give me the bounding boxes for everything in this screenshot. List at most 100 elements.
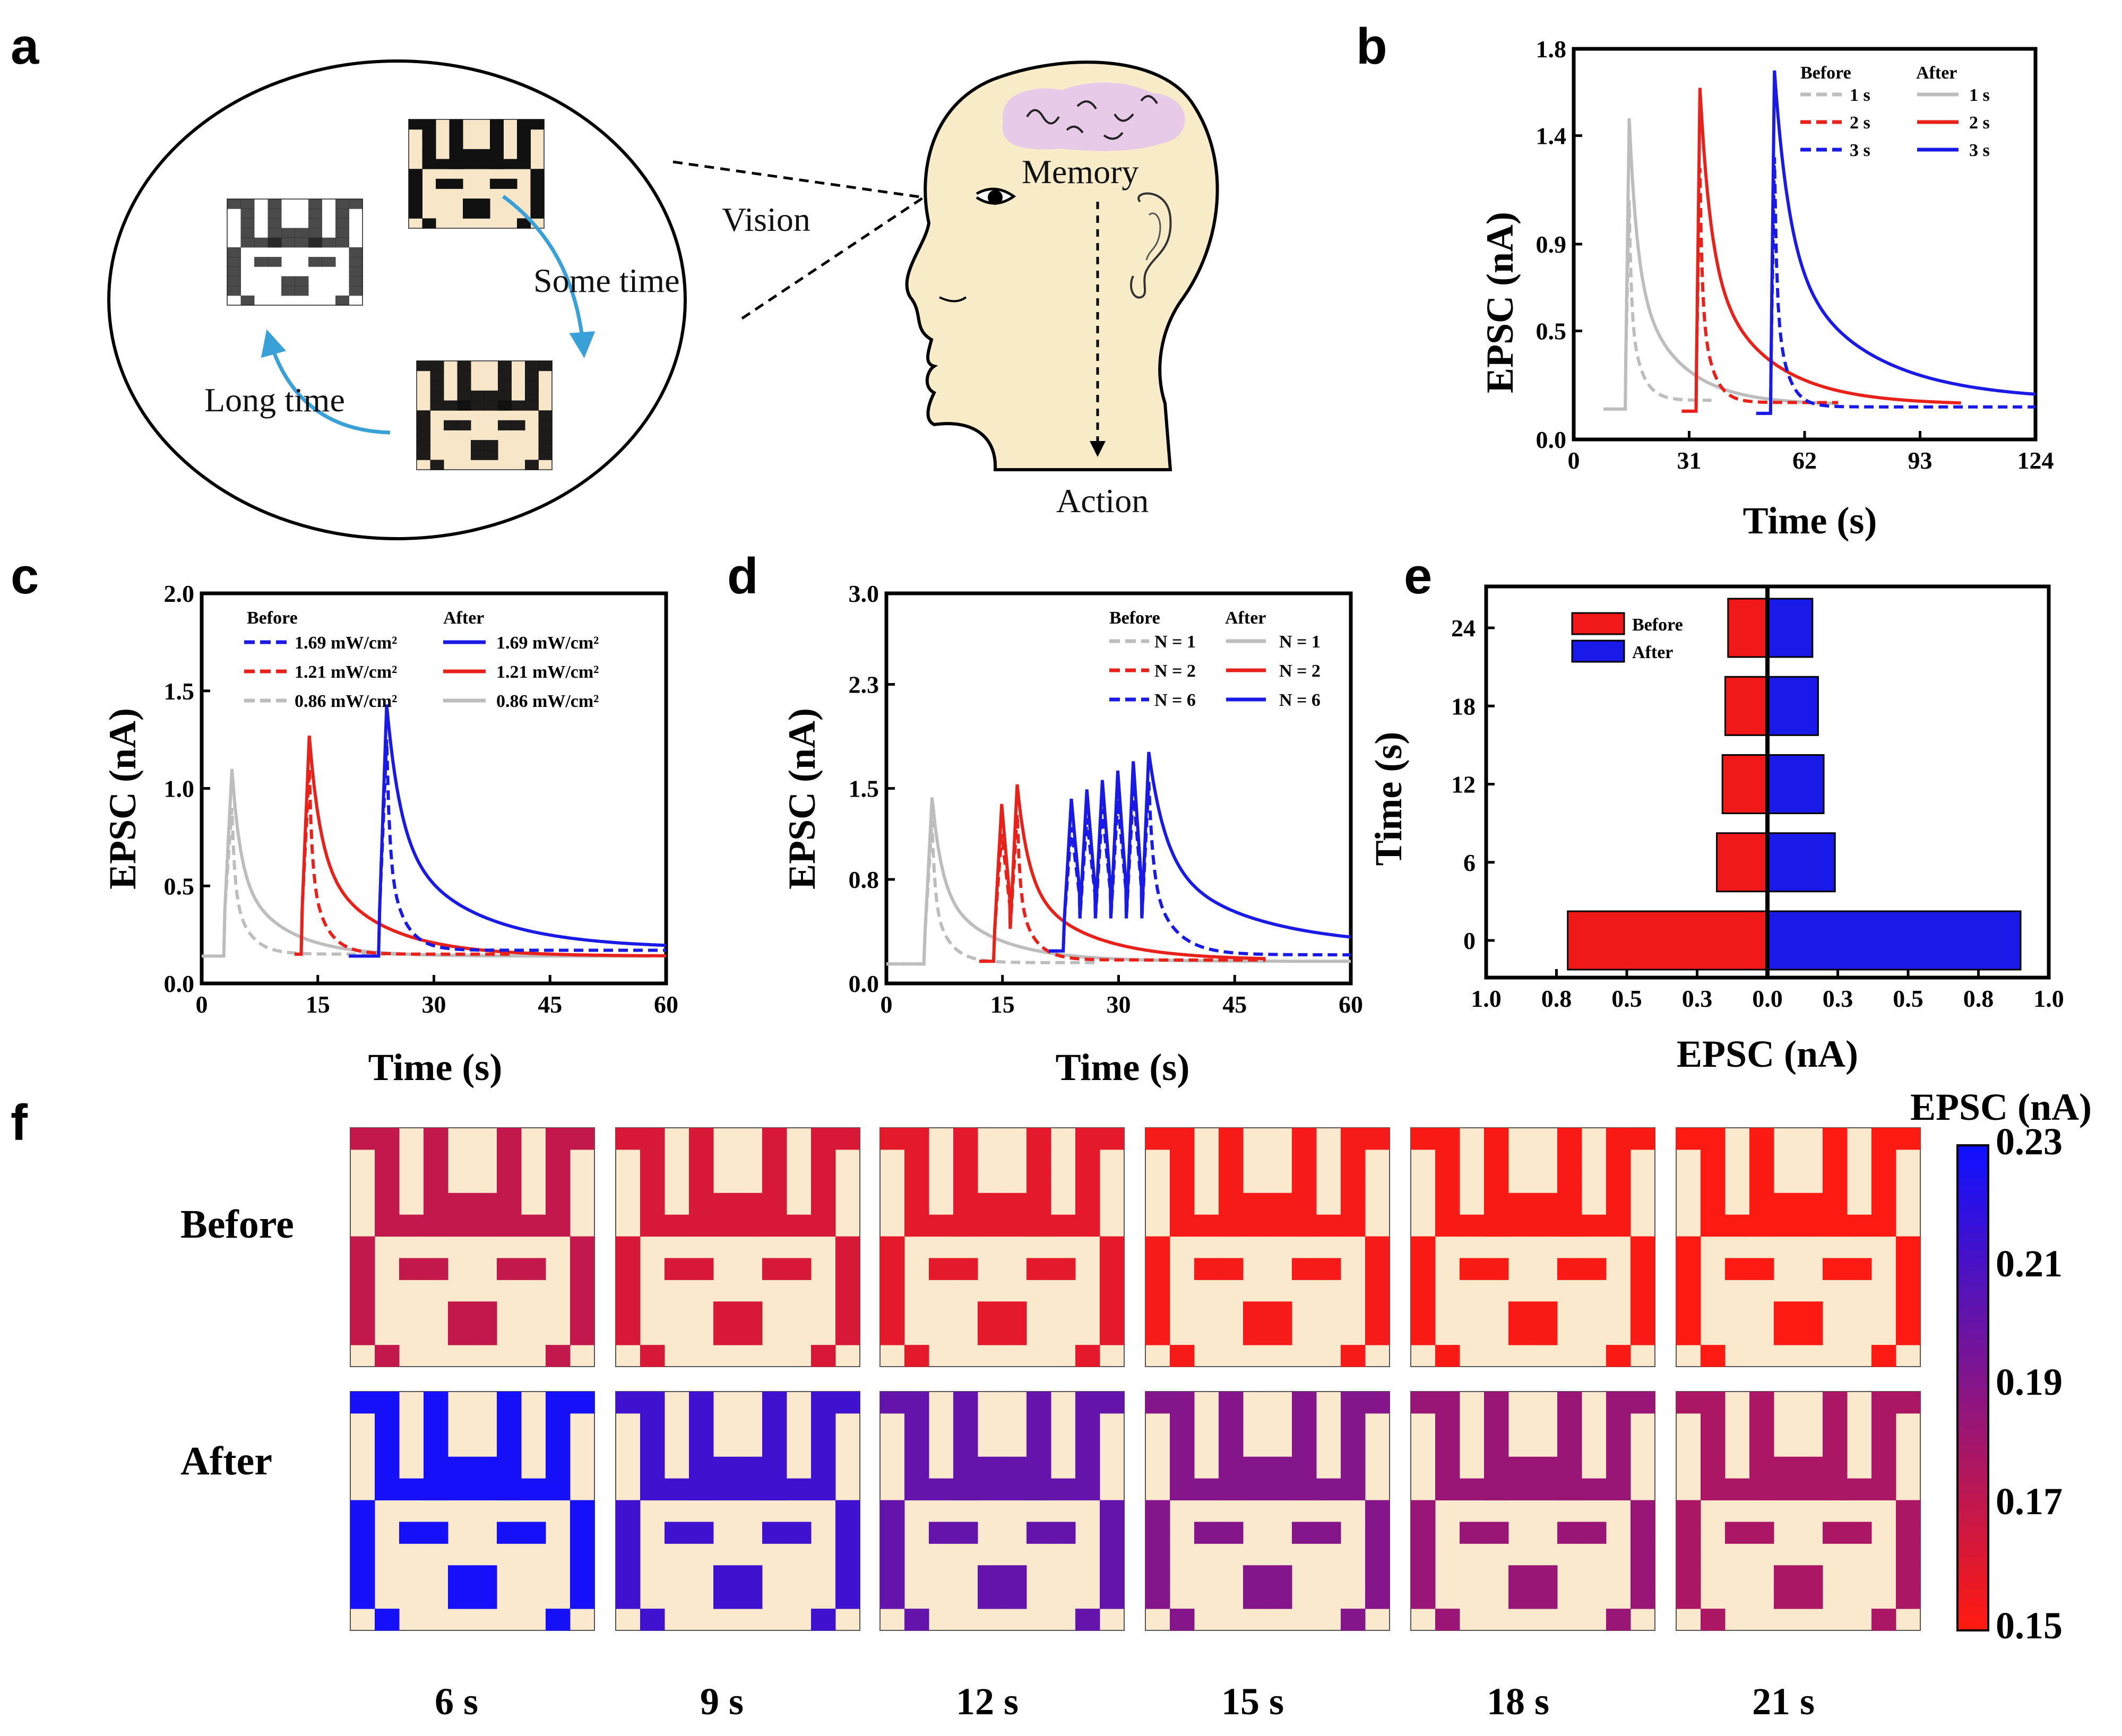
- a-face-blurred-pixel: [240, 199, 255, 209]
- colorbar-segment: [1957, 1388, 1988, 1397]
- f-heatmap-1-0-pixel: [350, 1565, 375, 1587]
- f-heatmap-0-1-pixel: [738, 1323, 763, 1345]
- f-heatmap-0-0-pixel: [472, 1323, 497, 1345]
- f-heatmap-1-4-pixel: [1533, 1478, 1558, 1501]
- f-heatmap-1-1-pixel: [616, 1587, 641, 1609]
- f-heatmap-0-1-pixel: [616, 1236, 641, 1258]
- a-face-blurred-pixel: [335, 218, 349, 229]
- f-heatmap-1-5-pixel: [1798, 1456, 1823, 1479]
- f-heatmap-1-1-pixel: [713, 1587, 738, 1609]
- f-heatmap-0-3-pixel: [1145, 1301, 1170, 1324]
- c-after-series-0: [202, 768, 651, 958]
- panel-letter-b: b: [1356, 18, 1387, 75]
- a-face-blurred-pixel: [281, 286, 295, 296]
- a-face-blurred-pixel: [240, 237, 255, 248]
- ear: [1130, 192, 1172, 299]
- f-heatmap-after-4: [1410, 1391, 1655, 1631]
- f-heatmap-1-2-pixel: [1100, 1543, 1125, 1566]
- f-heatmap-1-0-pixel: [472, 1565, 497, 1587]
- c-legend-after-title: After: [443, 608, 484, 628]
- f-heatmap-0-0-pixel: [350, 1258, 375, 1280]
- f-heatmap-1-1-pixel: [811, 1478, 836, 1501]
- f-heatmap-0-3-pixel: [1243, 1323, 1268, 1345]
- b-legend-before-title: Before: [1800, 63, 1851, 83]
- f-heatmap-0-5-pixel: [1749, 1193, 1774, 1215]
- a-face-fading-pixel: [430, 460, 444, 470]
- f-heatmap-0-0-pixel: [375, 1345, 400, 1367]
- f-heatmap-1-5-pixel: [1896, 1392, 1921, 1414]
- a-face-fading-pixel: [498, 420, 512, 430]
- a-face-fading-pixel: [525, 361, 539, 372]
- f-heatmap-1-0-pixel: [472, 1456, 497, 1479]
- a-face-fading-pixel: [538, 410, 553, 421]
- f-heatmap-1-1-pixel: [713, 1456, 738, 1479]
- f-heatmap-after-1: [615, 1391, 860, 1631]
- f-heatmap-0-2-pixel: [880, 1323, 905, 1345]
- a-face-fading-pixel: [417, 361, 430, 372]
- f-heatmap-1-0-pixel: [546, 1413, 571, 1436]
- f-heatmap-0-3-pixel: [1292, 1149, 1317, 1172]
- heatmap-grid: [350, 1127, 1921, 1631]
- f-heatmap-1-5-pixel: [1701, 1392, 1726, 1414]
- a-face-fading-pixel: [525, 370, 539, 381]
- a-face-fresh-pixel: [530, 188, 545, 199]
- b-xtick-label: 62: [1792, 447, 1817, 474]
- f-heatmap-0-0-pixel: [424, 1193, 448, 1215]
- f-heatmap-0-4-pixel: [1484, 1128, 1509, 1150]
- f-heatmap-1-0-pixel: [375, 1456, 400, 1479]
- a-face-fresh-pixel: [476, 198, 490, 209]
- f-heatmap-1-0-pixel: [399, 1478, 424, 1501]
- f-heatmap-1-0-pixel: [570, 1565, 595, 1587]
- f-colorbar-title: EPSC (nA): [1910, 1086, 2092, 1128]
- f-heatmap-0-2-pixel: [978, 1301, 1003, 1324]
- a-face-fading-pixel: [525, 381, 539, 391]
- f-heatmap-0-5-pixel: [1701, 1345, 1726, 1367]
- f-heatmap-0-5-pixel: [1823, 1258, 1848, 1280]
- f-heatmap-1-2-pixel: [929, 1522, 954, 1544]
- colorbar-segment: [1957, 1274, 1988, 1283]
- f-col-label-15s: 15 s: [1221, 1680, 1284, 1723]
- f-heatmap-1-2-pixel: [1100, 1587, 1125, 1609]
- f-heatmap-0-3-pixel: [1219, 1149, 1244, 1172]
- f-heatmap-0-3-pixel: [1194, 1258, 1219, 1280]
- f-heatmap-1-2-pixel: [1075, 1413, 1100, 1436]
- a-face-fresh-pixel: [517, 119, 531, 130]
- f-heatmap-1-5-pixel: [1749, 1413, 1774, 1436]
- f-heatmap-0-3-pixel: [1365, 1301, 1390, 1324]
- f-heatmap-0-2-pixel: [1027, 1193, 1051, 1215]
- panel-letter-f: f: [11, 1094, 28, 1151]
- c-ylabel: EPSC (nA): [101, 708, 144, 889]
- f-heatmap-1-0-pixel: [570, 1543, 595, 1566]
- a-face-blurred-pixel: [268, 218, 282, 229]
- f-heatmap-0-1-pixel: [713, 1214, 738, 1237]
- f-heatmap-1-3-pixel: [1219, 1413, 1244, 1436]
- f-heatmap-1-2-pixel: [904, 1478, 929, 1501]
- a-face-fading-pixel: [471, 390, 485, 401]
- a-face-blurred-pixel: [281, 228, 295, 238]
- f-heatmap-0-3-pixel: [1341, 1214, 1366, 1237]
- f-heatmap-0-0-pixel: [424, 1214, 448, 1237]
- memory-ellipse: [107, 59, 687, 540]
- f-heatmap-1-0-pixel: [448, 1587, 473, 1609]
- f-heatmap-0-2-pixel: [929, 1214, 954, 1237]
- f-heatmap-1-3-pixel: [1292, 1456, 1317, 1479]
- d-ytick-label: 3.0: [849, 580, 879, 607]
- f-heatmap-1-5-pixel: [1896, 1565, 1921, 1587]
- f-heatmap-1-3-pixel: [1341, 1392, 1366, 1414]
- b-legend-before-2s: 2 s: [1850, 113, 1870, 133]
- f-heatmap-0-5-pixel: [1896, 1323, 1921, 1345]
- f-heatmap-0-2-pixel: [880, 1301, 905, 1324]
- f-heatmap-1-4-pixel: [1508, 1587, 1533, 1609]
- f-heatmap-1-1-pixel: [640, 1478, 665, 1501]
- e-before-bar-18: [1724, 676, 1769, 736]
- b-after-series-1: [1681, 88, 1961, 413]
- a-face-blurred-pixel: [349, 276, 363, 287]
- colorbar-segment: [1957, 1501, 1988, 1510]
- colorbar-segment: [1957, 1428, 1988, 1437]
- f-heatmap-0-2-pixel: [978, 1193, 1003, 1215]
- a-face-blurred-pixel: [227, 257, 241, 267]
- f-heatmap-1-5-pixel: [1749, 1435, 1774, 1457]
- f-heatmap-1-3-pixel: [1170, 1435, 1195, 1457]
- colorbar-segment: [1957, 1557, 1988, 1567]
- f-heatmap-0-2-pixel: [1075, 1345, 1100, 1367]
